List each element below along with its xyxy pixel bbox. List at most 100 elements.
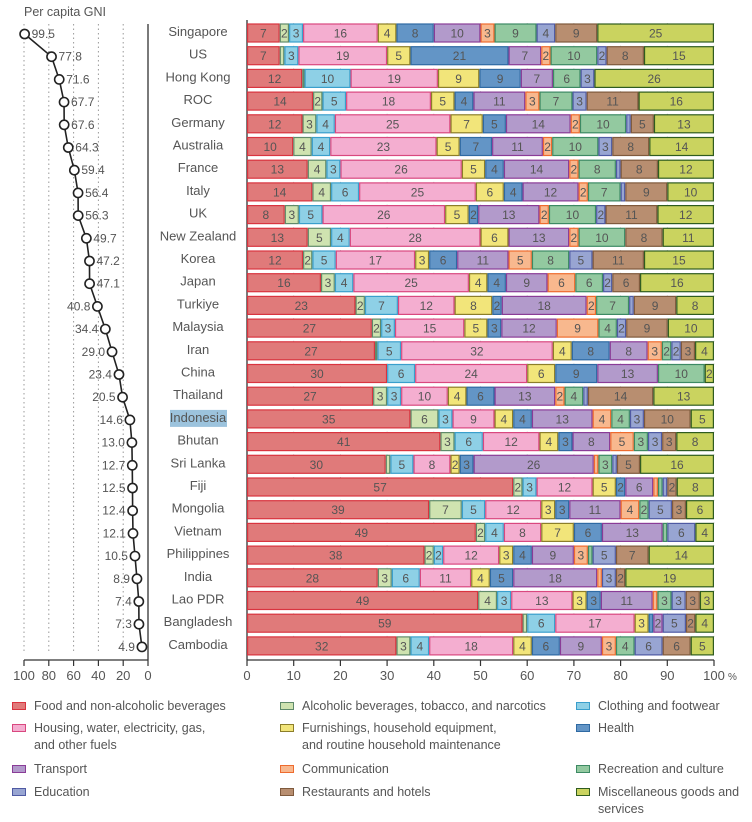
gni-point xyxy=(133,618,145,630)
country-label: Hong Kong xyxy=(165,69,230,84)
bar-segment-label: 5 xyxy=(619,435,626,449)
bar-segment-label: 12 xyxy=(522,322,536,336)
gni-point xyxy=(84,278,95,290)
bar-segment-label: 5 xyxy=(578,254,585,268)
bar-segment xyxy=(247,636,397,656)
bar-segment xyxy=(625,227,663,247)
bar-segment xyxy=(438,409,453,429)
bar-segment-label: 3 xyxy=(503,549,510,563)
legend-swatch xyxy=(576,724,590,732)
bar-segment xyxy=(620,500,640,520)
bar-segment xyxy=(559,636,602,656)
bar-segment xyxy=(612,454,617,474)
gni-point xyxy=(68,164,80,176)
bar-segment xyxy=(592,409,612,429)
bar-segment-label: 3 xyxy=(529,95,536,109)
gni-data-label: 7.4 xyxy=(115,595,132,609)
bar-segment xyxy=(569,159,579,179)
bar-segment-label: 3 xyxy=(676,503,683,517)
bar-segment-label: 26 xyxy=(648,72,662,86)
bar-segment xyxy=(505,114,571,134)
bar-segment xyxy=(436,136,460,157)
bar-segment-label: 4 xyxy=(493,276,500,290)
bar-segment-label: 2 xyxy=(604,276,611,290)
bar-segment xyxy=(334,273,354,293)
bar-segment xyxy=(413,454,451,474)
bar-segment-label: 3 xyxy=(526,481,533,495)
bar-segment xyxy=(594,68,714,89)
legend-swatch xyxy=(280,765,294,773)
bar-segment xyxy=(433,23,481,43)
bar-segment xyxy=(592,545,616,565)
bar-segment xyxy=(671,341,681,361)
bar-segment xyxy=(522,477,537,497)
bar-segment xyxy=(415,250,430,270)
bar-segment xyxy=(437,68,480,89)
bar-segment xyxy=(385,454,391,474)
legend-label: Communication xyxy=(302,762,389,776)
bar-segment-label: 13 xyxy=(535,594,549,608)
gni-data-label: 77.8 xyxy=(59,50,83,64)
bar-segment-label: 2 xyxy=(617,481,624,495)
bar-segment-label: 2 xyxy=(673,344,680,358)
bar-segment-label: 30 xyxy=(310,458,324,472)
bar-segment-label: 11 xyxy=(493,95,506,109)
bar-segment-label: 10 xyxy=(595,231,609,245)
bar-segment xyxy=(492,295,502,315)
bar-segment xyxy=(525,91,540,111)
legend-item: Health xyxy=(576,720,634,737)
country-label: Germany xyxy=(171,115,225,130)
bar-segment xyxy=(555,500,570,520)
bar-segment-label: 2 xyxy=(304,254,311,268)
legend-swatch xyxy=(576,702,590,710)
bar-segment xyxy=(247,23,280,43)
gni-data-label: 14.6 xyxy=(100,413,124,427)
bar-segment-label: 4 xyxy=(604,322,611,336)
bar-segment xyxy=(629,409,644,429)
bar-segment xyxy=(685,590,700,611)
bar-segment-label: 6 xyxy=(440,254,447,268)
bar-segment-label: 8 xyxy=(587,344,594,358)
gni-data-label: 64.3 xyxy=(75,141,99,155)
bar-segment-label: 3 xyxy=(288,208,295,222)
bar-segment xyxy=(485,522,504,543)
legend-label: Furnishings, household equipment, and rou… xyxy=(302,721,501,752)
bar-segment-label: 3 xyxy=(562,435,569,449)
bar-segment xyxy=(640,273,715,293)
bar-segment xyxy=(461,500,486,520)
gni-data-label: 20.5 xyxy=(92,390,116,404)
bar-segment-label: 4 xyxy=(475,276,482,290)
bar-segment xyxy=(667,318,714,338)
bar-segment xyxy=(580,68,595,89)
bar-segment xyxy=(247,590,479,611)
bar-segment xyxy=(522,613,528,633)
bar-segment xyxy=(603,273,613,293)
bar-segment-label: 6 xyxy=(645,639,652,653)
bar-segment-label: 10 xyxy=(450,27,464,41)
bar-segment xyxy=(625,182,668,202)
bar-segment xyxy=(326,159,341,179)
bar-segment-label: 3 xyxy=(666,435,673,449)
legend-item: Education xyxy=(12,784,90,801)
bar-segment xyxy=(536,477,593,497)
bar-x-tick-label: 50 xyxy=(473,668,487,683)
bar-segment xyxy=(284,205,299,225)
bar-segment-label: 6 xyxy=(477,390,484,404)
bar-segment-label: 9 xyxy=(455,72,462,86)
country-label: Indonesia xyxy=(170,410,227,425)
bar-segment-label: 8 xyxy=(263,208,270,222)
bar-segment xyxy=(473,91,526,111)
bar-segment-label: 7 xyxy=(522,49,529,63)
bar-segment xyxy=(695,613,714,633)
bar-segment xyxy=(350,68,438,89)
bar-segment-label: 9 xyxy=(578,639,585,653)
gni-point xyxy=(113,369,125,380)
bar-segment-label: 26 xyxy=(377,208,391,222)
bar-segment-label: 4 xyxy=(627,503,634,517)
legend-label: Clothing and footwear xyxy=(598,699,720,713)
bar-segment-label: 8 xyxy=(692,481,699,495)
bar-segment xyxy=(531,250,570,270)
bar-segment-label: 3 xyxy=(661,594,668,608)
bar-segment-label: 3 xyxy=(704,594,711,608)
bar-segment xyxy=(606,46,644,66)
